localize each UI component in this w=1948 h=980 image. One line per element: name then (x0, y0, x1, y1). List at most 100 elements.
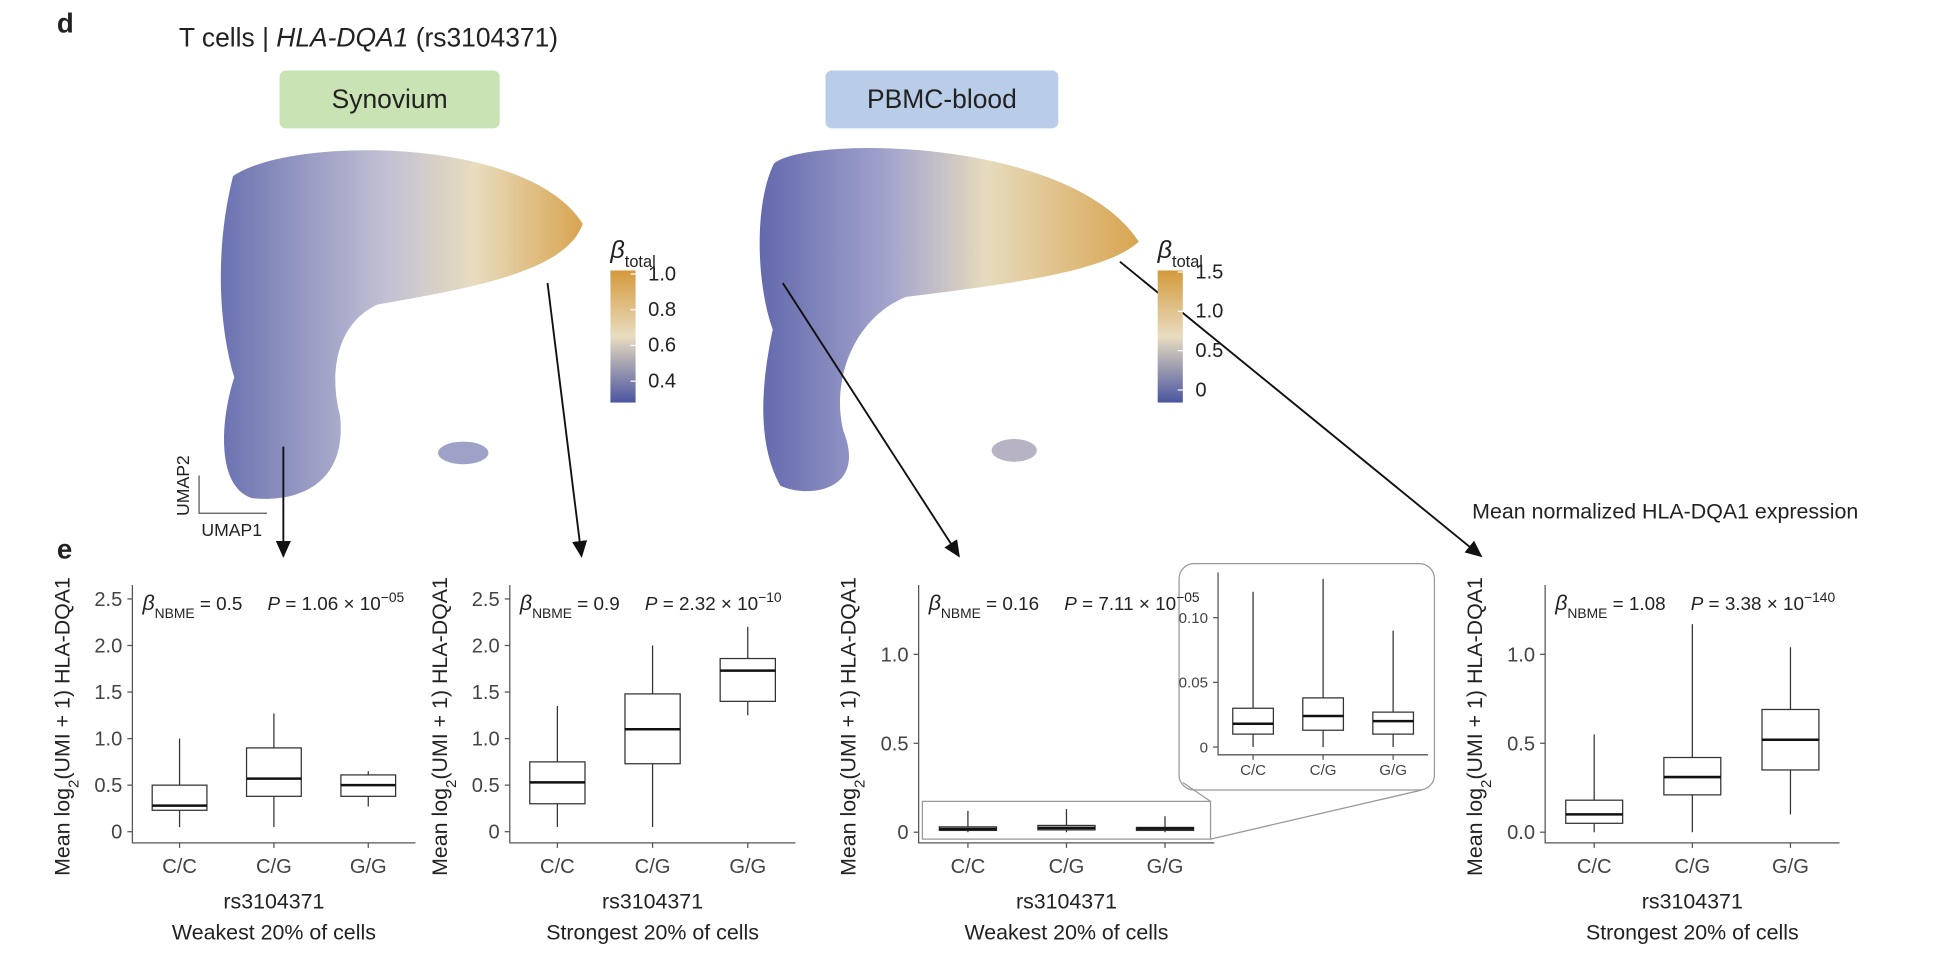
beta-sub: NBME (941, 605, 981, 621)
colorbar (1157, 270, 1183, 403)
p-symbol: P (645, 593, 658, 614)
x-axis-label: rs3104371 (223, 889, 324, 913)
p-value: = 2.32 × 10 (657, 593, 758, 614)
title-snp: (rs3104371) (408, 23, 558, 53)
umap-cells (438, 441, 489, 465)
tissue-label: Synovium (332, 84, 448, 114)
panel-letter: d (57, 8, 74, 39)
y-axis-label-part: (UMI + 1) HLA-DQA1 (50, 577, 74, 780)
colorbar-tick-label: 1.0 (648, 263, 676, 285)
beta-sub: NBME (155, 605, 195, 621)
stat-annotation: βNBME = 1.08 P = 3.38 × 10−140 (1554, 589, 1835, 621)
y-tick-label: 1.5 (472, 682, 500, 704)
p-value: = 7.11 × 10 (1077, 593, 1176, 614)
colorbar-title-symbol: β (1157, 236, 1172, 264)
y-axis-label-sub: 2 (1478, 780, 1495, 788)
p-value: = 1.06 × 10 (280, 593, 381, 614)
y-tick-label: 0.5 (94, 775, 122, 797)
y-axis-label: Mean log2(UMI + 1) HLA-DQA1 (428, 577, 459, 876)
beta-sub: NBME (532, 605, 572, 621)
colorbar-tick-label: 0.8 (648, 299, 676, 321)
colorbar-title: βtotal (609, 236, 655, 271)
x-tick-label: C/C (1577, 856, 1612, 878)
y-tick-label: 2.0 (472, 636, 500, 658)
p-exponent: −05 (381, 589, 405, 605)
stat-annotation: βNBME = 0.9 P = 2.32 × 10−10 (519, 589, 782, 621)
chart-subtitle: Weakest 20% of cells (964, 921, 1168, 945)
colorbar-tick-label: 1.0 (1195, 301, 1223, 323)
y-tick-label: 0.10 (1179, 610, 1208, 627)
arrow (781, 282, 960, 558)
colorbar-tick-label: 0.6 (648, 335, 676, 357)
y-axis-label-part: (UMI + 1) HLA-DQA1 (428, 577, 452, 780)
inset-frame (1178, 562, 1436, 791)
y-axis-label-part: (UMI + 1) HLA-DQA1 (837, 577, 861, 780)
x-tick-label: C/C (162, 856, 197, 878)
colorbar-tick-label: 0 (1195, 379, 1206, 401)
y-tick-label: 2.5 (472, 589, 500, 611)
y-axis-label: Mean log2(UMI + 1) HLA-DQA1 (50, 577, 81, 876)
colorbar (610, 270, 636, 403)
tissue-label-box (279, 70, 500, 129)
y-tick-label: 2.5 (94, 589, 122, 611)
title-text: T cells | (179, 23, 276, 53)
zoom-connector (1182, 781, 1211, 802)
x-axis-label: rs3104371 (1642, 889, 1743, 913)
y-axis-label: Mean log2(UMI + 1) HLA-DQA1 (837, 577, 868, 876)
x-tick-label: C/G (1674, 856, 1710, 878)
axis-line (131, 584, 416, 844)
box (719, 657, 776, 702)
beta-value: = 0.5 (195, 593, 243, 614)
beta-symbol: β (928, 591, 941, 615)
tissue-label-box (825, 70, 1059, 129)
beta-sub: NBME (1567, 605, 1607, 621)
colorbar-title-sub: total (1172, 253, 1203, 271)
y-tick-label: 0 (111, 822, 122, 844)
chart-subtitle: Strongest 20% of cells (1586, 921, 1799, 945)
y-tick-label: 0.0 (1507, 822, 1535, 844)
umap-cells (991, 439, 1037, 462)
y-axis-label-part: Mean log (428, 788, 452, 876)
y-tick-label: 0 (489, 822, 500, 844)
box (245, 747, 302, 797)
colorbar-title-sub: total (625, 253, 656, 271)
panel-letter: e (57, 534, 72, 565)
expression-note: Mean normalized HLA-DQA1 expression (1472, 499, 1858, 523)
arrows (275, 260, 1483, 558)
stat-annotation: βNBME = 0.16 P = 7.11 × 10−05 (928, 589, 1200, 621)
y-axis-label-sub: 2 (442, 780, 459, 788)
colorbar-tick-label: 0.5 (1195, 340, 1223, 362)
y-tick-label: 0 (1200, 739, 1208, 756)
arrow (546, 282, 588, 558)
colorbar-title: βtotal (1157, 236, 1203, 271)
colorbar-title-symbol: β (609, 236, 624, 264)
x-tick-label: G/G (1147, 856, 1184, 878)
tissue-label: PBMC-blood (867, 84, 1017, 114)
p-symbol: P (1691, 593, 1704, 614)
umap-cells (220, 150, 583, 499)
y-tick-label: 1.0 (94, 729, 122, 751)
axis-line (1217, 572, 1429, 756)
axis-line (1544, 584, 1840, 844)
beta-value: = 1.08 (1607, 593, 1665, 614)
figure-title: T cells | HLA-DQA1 (rs3104371) (179, 23, 558, 53)
title-gene: HLA-DQA1 (276, 23, 408, 53)
y-tick-label: 1.0 (881, 644, 909, 666)
box (1232, 707, 1275, 735)
p-exponent: −140 (1804, 589, 1835, 605)
zoom-region (921, 800, 1212, 840)
y-axis-label-part: Mean log (1463, 788, 1487, 876)
p-symbol: P (1064, 593, 1077, 614)
beta-symbol: β (519, 591, 532, 615)
y-tick-label: 0.5 (472, 775, 500, 797)
x-tick-label: C/C (951, 856, 986, 878)
x-axis-label: rs3104371 (1016, 889, 1117, 913)
chart-subtitle: Weakest 20% of cells (172, 921, 376, 945)
colorbar-tick-label: 1.5 (1195, 261, 1223, 283)
y-axis-label-part: (UMI + 1) HLA-DQA1 (1463, 577, 1487, 780)
axis-line (918, 584, 1215, 844)
umap-cells (759, 147, 1139, 492)
y-axis-label-part: Mean log (837, 788, 861, 876)
x-tick-label: G/G (729, 856, 766, 878)
